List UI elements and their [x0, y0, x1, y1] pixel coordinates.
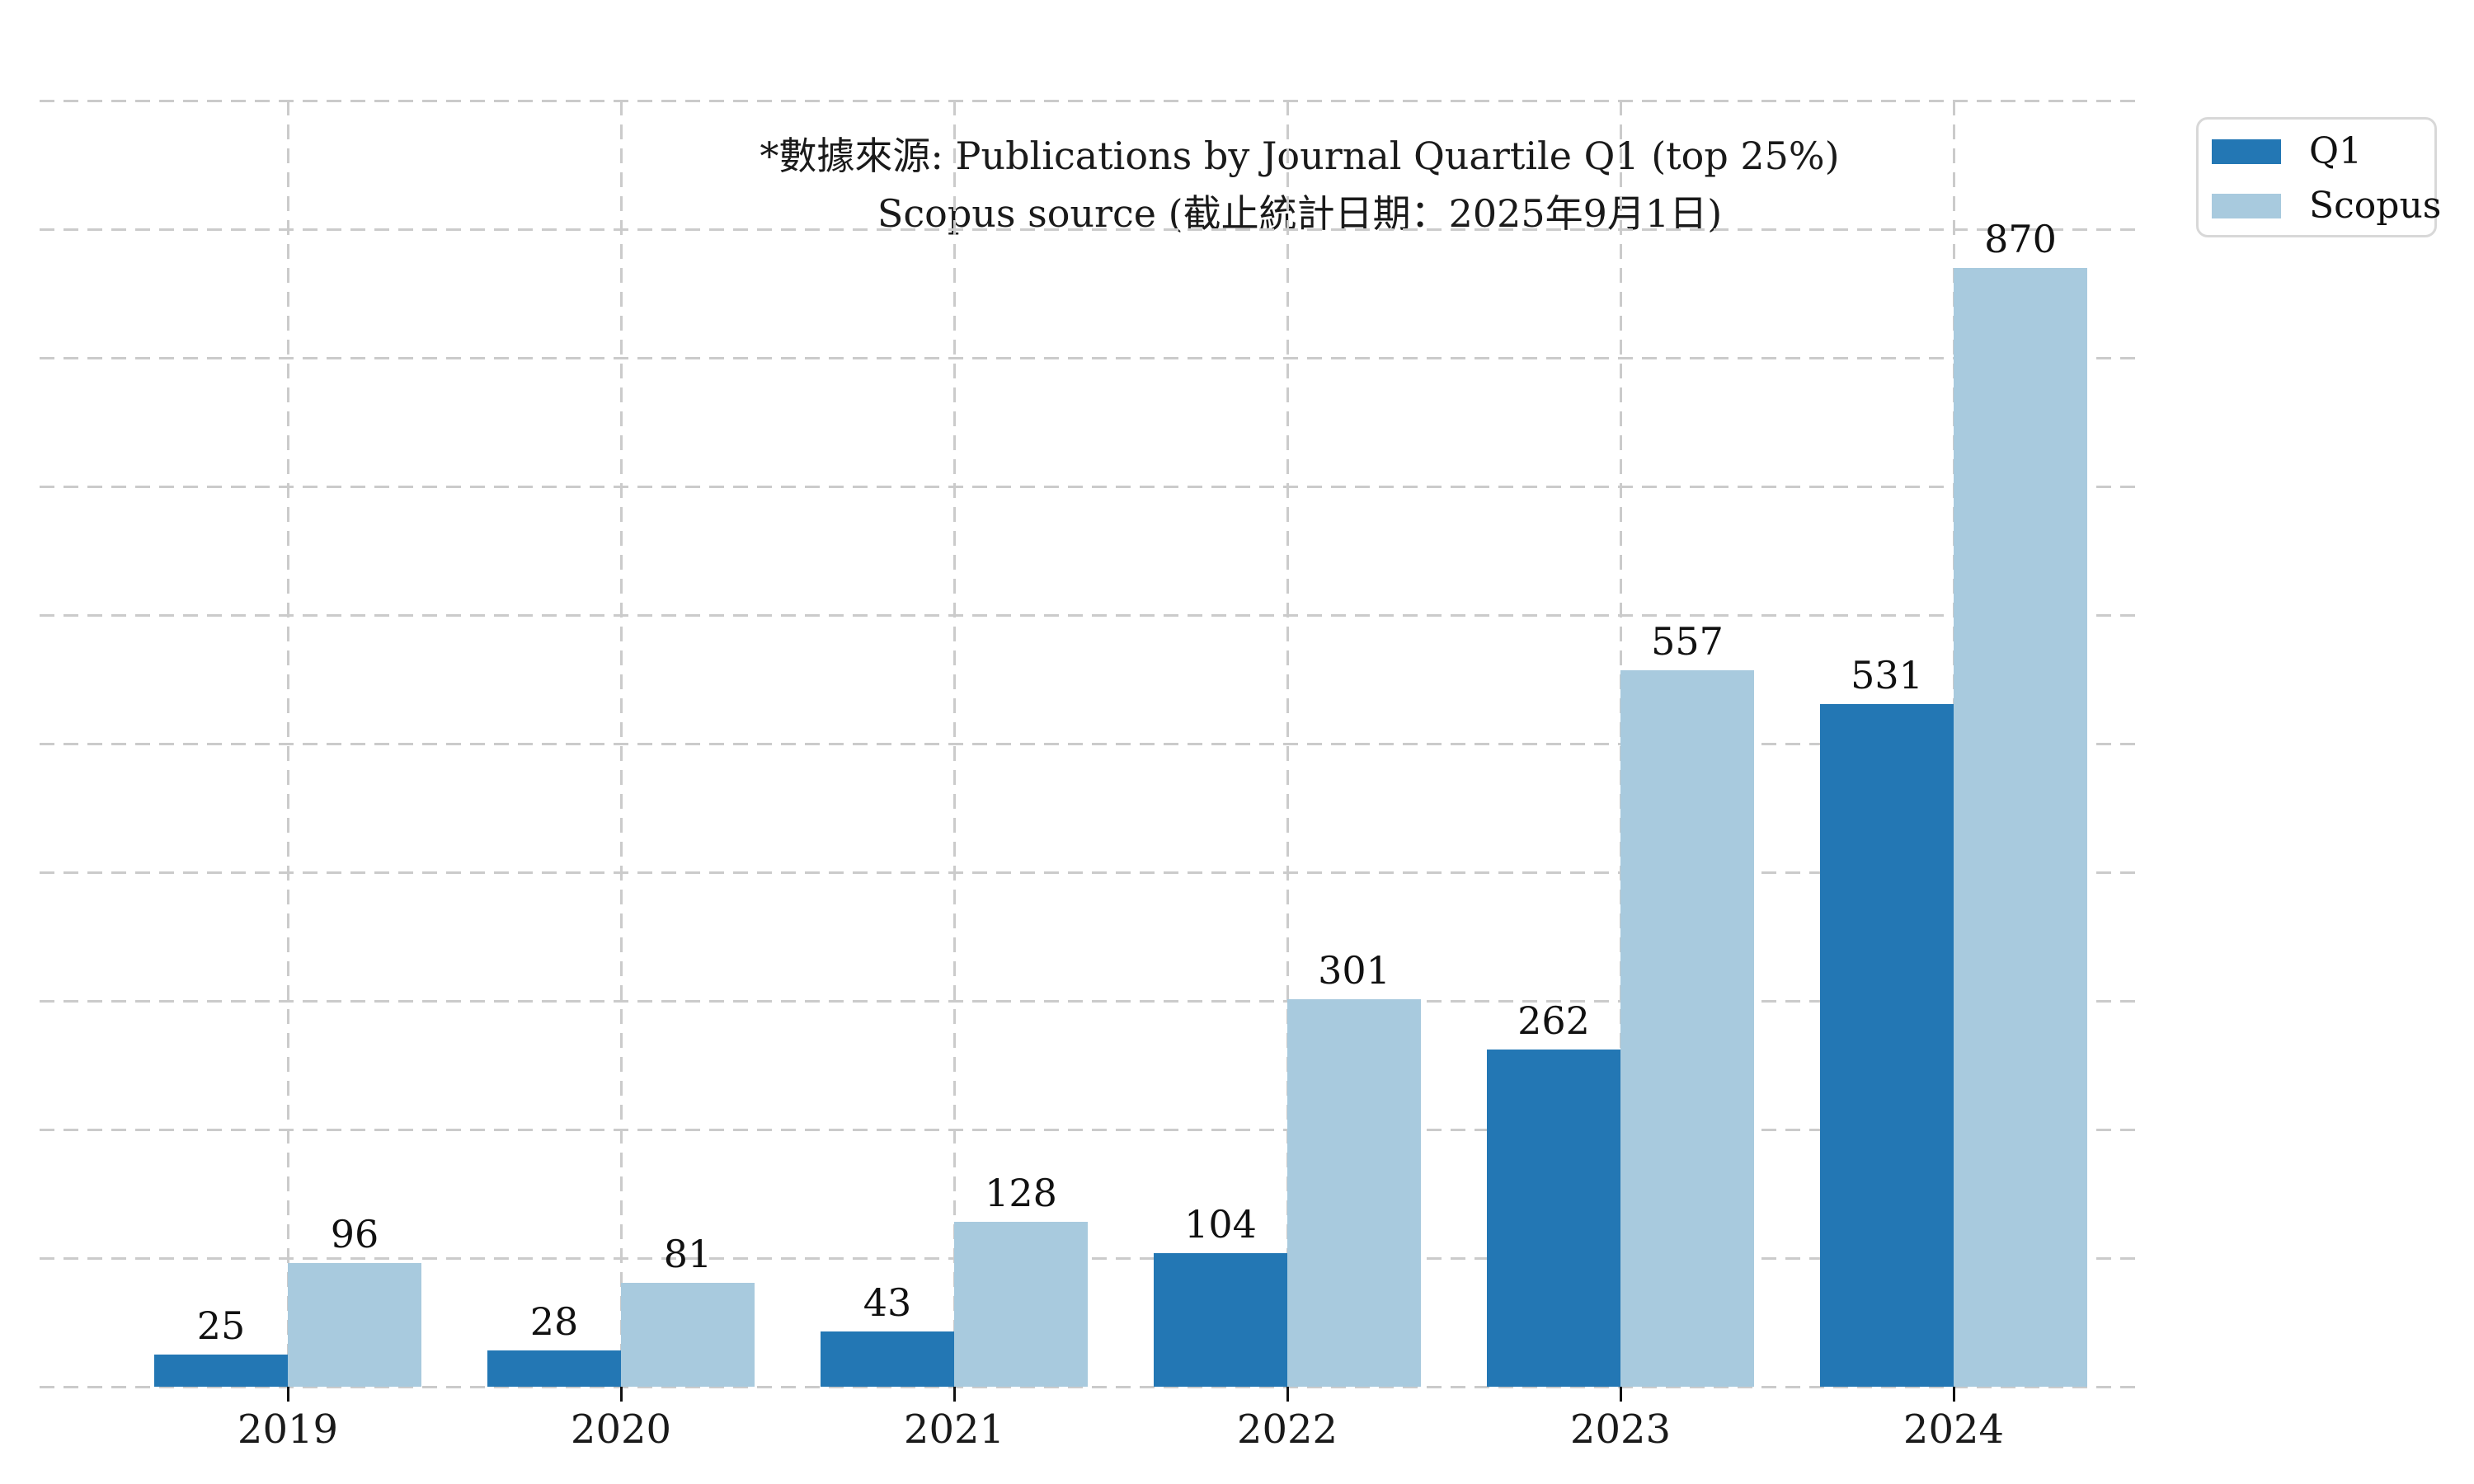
vertical-gridline [619, 101, 623, 1387]
bar-value-label-q1-2022: 104 [1184, 1201, 1257, 1247]
legend-label-scopus: Scopus [2309, 185, 2442, 227]
x-tick-label-2020: 2020 [570, 1407, 672, 1453]
bar-q1-2019 [154, 1355, 288, 1387]
bar-value-label-q1-2021: 43 [863, 1280, 912, 1325]
bar-scopus-2022 [1287, 999, 1421, 1387]
bar-q1-2023 [1487, 1050, 1620, 1387]
vertical-gridline [286, 101, 289, 1387]
bar-scopus-2023 [1620, 670, 1754, 1387]
legend-item-q1: Q1 [2199, 124, 2434, 179]
vertical-gridline [952, 101, 956, 1387]
x-tick-mark [619, 1387, 623, 1402]
bar-q1-2020 [487, 1350, 621, 1387]
bar-value-label-scopus-2019: 96 [330, 1212, 379, 1257]
x-tick-label-2023: 2023 [1569, 1407, 1672, 1453]
x-tick-mark [952, 1387, 956, 1402]
bar-q1-2021 [821, 1331, 954, 1387]
bar-value-label-scopus-2021: 128 [985, 1171, 1057, 1216]
horizontal-gridline [40, 613, 2139, 617]
bar-scopus-2021 [954, 1222, 1088, 1387]
x-tick-mark [1952, 1387, 1955, 1402]
chart-title-line-2: Scopus source (截止統計日期：2025年9月1日) [877, 191, 1723, 236]
bar-scopus-2020 [621, 1282, 755, 1387]
legend-item-scopus: Scopus [2199, 179, 2441, 233]
horizontal-gridline [40, 1256, 2139, 1260]
x-tick-label-2022: 2022 [1236, 1407, 1338, 1453]
bar-value-label-q1-2020: 28 [529, 1299, 579, 1345]
bar-scopus-2024 [1954, 267, 2087, 1387]
bar-value-label-q1-2023: 262 [1517, 998, 1590, 1044]
x-tick-label-2021: 2021 [903, 1407, 1005, 1453]
legend-box: Q1 Scopus [2196, 117, 2441, 237]
horizontal-gridline [40, 485, 2139, 488]
horizontal-gridline [40, 228, 2139, 231]
bar-value-label-q1-2024: 531 [1851, 652, 1923, 697]
x-tick-mark [1619, 1387, 1622, 1402]
x-tick-label-2019: 2019 [237, 1407, 339, 1453]
horizontal-gridline [40, 742, 2139, 745]
vertical-gridline [1286, 101, 1289, 1387]
horizontal-gridline [40, 99, 2139, 102]
x-tick-mark [286, 1387, 289, 1402]
horizontal-gridline [40, 871, 2139, 874]
plot-area: 25 28 43 104 262 531 96 81 128 301 557 870 [40, 99, 2139, 1388]
bar-scopus-2019 [288, 1263, 421, 1387]
chart-title-line-1: *數據來源: Publications by Journal Quartile … [760, 134, 1840, 178]
horizontal-gridline [40, 356, 2139, 359]
x-tick-label-2024: 2024 [1903, 1407, 2005, 1453]
bar-value-label-scopus-2024: 870 [1984, 216, 2057, 261]
horizontal-gridline [40, 1385, 2139, 1388]
legend-label-q1: Q1 [2309, 130, 2363, 172]
bar-q1-2022 [1154, 1252, 1287, 1387]
x-tick-mark [1286, 1387, 1289, 1402]
bar-value-label-scopus-2022: 301 [1318, 948, 1390, 993]
bar-value-label-scopus-2023: 557 [1651, 619, 1724, 665]
bar-value-label-q1-2019: 25 [196, 1303, 246, 1348]
legend-swatch-scopus-icon [2212, 194, 2281, 218]
legend-swatch-q1-icon [2212, 139, 2281, 164]
horizontal-gridline [40, 999, 2139, 1003]
bar-q1-2024 [1820, 703, 1954, 1387]
bar-value-label-scopus-2020: 81 [663, 1231, 713, 1276]
horizontal-gridline [40, 1128, 2139, 1131]
